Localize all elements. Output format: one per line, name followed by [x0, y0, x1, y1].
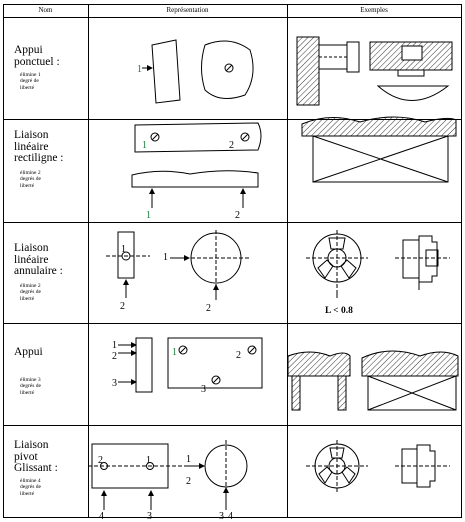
row-1-name: Appui ponctuel :: [14, 44, 60, 68]
row-2-marker-1-top: 1: [142, 140, 147, 151]
row-5-marker-2-left: 2: [98, 455, 103, 466]
row-5-marker-1-middle: 1: [146, 455, 151, 466]
row-3-example-ticks: [336, 282, 420, 298]
row-4-name: Appui: [14, 346, 43, 358]
row-2-examples: [301, 116, 457, 183]
row-3-examples: [306, 230, 450, 292]
row-2-markers: 1 2 1 2: [142, 140, 240, 221]
row-3-marker-1-left: 1: [121, 244, 126, 255]
row-3-markers: 1 1 2 2: [120, 244, 211, 314]
row-5-marker-4-bottom: 4: [99, 511, 104, 522]
column-separator-1: [88, 4, 89, 518]
row-4-marker-2-left: 2: [112, 351, 117, 362]
row-4-marker-1-right: 1: [172, 347, 177, 358]
row-4-marker-1-left: 1: [112, 340, 117, 351]
row-4-marker-2-right: 2: [236, 350, 241, 361]
row-4-examples: [287, 350, 459, 411]
row-1-subtitle: élimine 1 degré de liberté: [20, 72, 41, 91]
diameter-length-ratio-note: L < 0.8: [325, 306, 353, 316]
row-separator-3: [3, 323, 462, 324]
row-5-examples: [306, 440, 450, 494]
row-5-subtitle: élimine 4 degrés de liberté: [20, 478, 41, 497]
row-4-representation: [118, 337, 263, 393]
row-1-marker-1: 1: [137, 64, 142, 75]
row-1-markers: 1: [137, 64, 142, 75]
row-separator-2: [3, 222, 462, 223]
header-separator: [3, 17, 462, 18]
row-4-marker-3-left: 3: [112, 378, 117, 389]
row-2-marker-2-top: 2: [229, 140, 234, 151]
row-3-representation: [106, 230, 250, 300]
row-3-name: Liaison linéaire annulaire :: [14, 242, 63, 277]
row-2-marker-2-bottom: 2: [235, 210, 240, 221]
row-5-representation: [88, 440, 248, 510]
row-4-marker-3-right: 3: [201, 384, 206, 395]
table-border-bottom: [3, 517, 462, 518]
table-border-right: [461, 4, 462, 518]
row-4-markers: 1 2 3 1 2 3: [112, 340, 241, 395]
row-1-representation: [142, 39, 254, 104]
row-5-marker-4-right: 4: [228, 511, 233, 522]
header-exemples: Exemples: [360, 6, 388, 14]
row-2-marker-1-bottom: 1: [146, 210, 151, 221]
row-1-examples: [296, 36, 453, 106]
row-separator-1: [3, 119, 462, 120]
row-3-marker-2-left: 2: [120, 301, 125, 312]
table-border-top: [3, 4, 462, 5]
row-2-name: Liaison linéaire rectiligne :: [14, 129, 64, 164]
header-nom: Nom: [38, 6, 53, 14]
row-2-representation: [131, 122, 262, 208]
row-2-subtitle: élimine 2 degrés de liberté: [20, 170, 41, 189]
table-border-left: [3, 4, 4, 518]
row-3-marker-1-right: 1: [163, 252, 168, 263]
row-5-marker-3-bottom: 3: [147, 511, 152, 522]
row-3-subtitle: élimine 2 degrés de liberté: [20, 283, 41, 302]
column-separator-2: [287, 4, 288, 518]
row-5-name: Liaison pivot Glissant :: [14, 439, 58, 474]
row-4-subtitle: élimine 3 degrés de liberté: [20, 377, 41, 396]
row-5-markers: 2 1 1 2 4 3 3 4: [98, 454, 233, 522]
header-representation: Représentation: [166, 6, 209, 14]
row-5-marker-1-right: 1: [186, 454, 191, 465]
row-5-marker-2-right: 2: [186, 476, 191, 487]
row-3-marker-2-right: 2: [206, 303, 211, 314]
row-separator-4: [3, 425, 462, 426]
row-5-marker-3-right: 3: [219, 511, 224, 522]
